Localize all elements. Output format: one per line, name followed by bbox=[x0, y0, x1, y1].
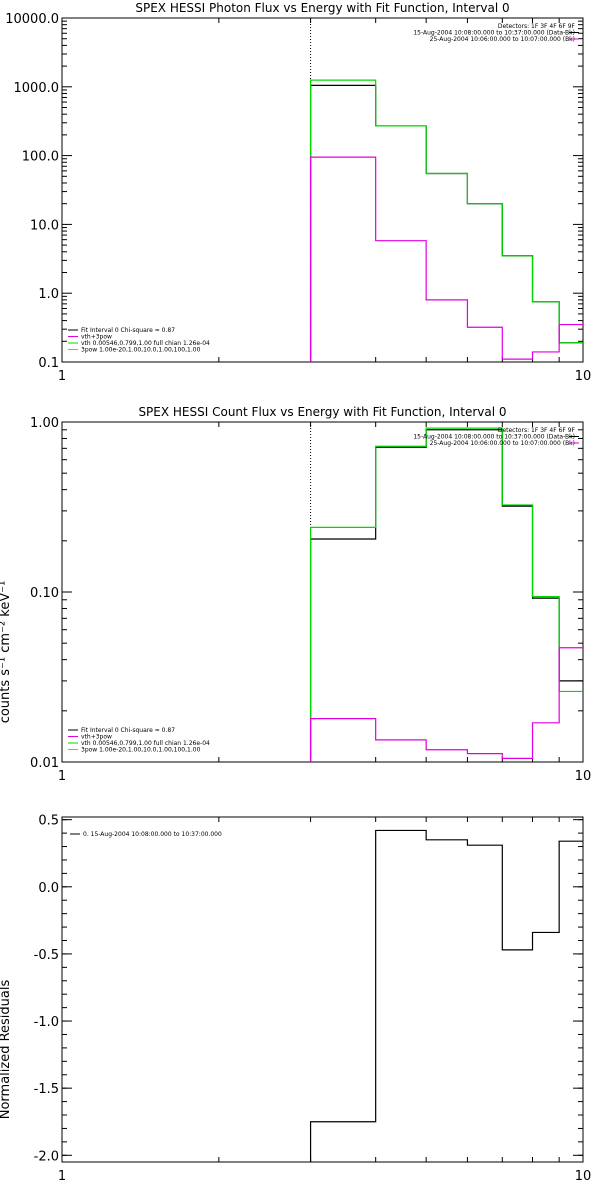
y-tick-label: 10000.0 bbox=[5, 12, 59, 27]
y-tick-label: 100.0 bbox=[22, 150, 59, 165]
legend-entry: 15-Aug-2004 10:08:00.000 to 10:37:00.000… bbox=[413, 30, 575, 37]
y-tick-label: -1.5 bbox=[34, 1082, 59, 1097]
y-tick-label: 1.0 bbox=[38, 287, 59, 302]
chart-panel-1: SPEX HESSI Photon Flux vs Energy with Fi… bbox=[5, 1, 591, 384]
chart-panel-2: SPEX HESSI Count Flux vs Energy with Fit… bbox=[0, 405, 591, 784]
legend-entry: Detectors: 1F 3F 4F 6F 9F bbox=[498, 23, 576, 30]
x-tick-label: 10 bbox=[575, 769, 592, 784]
legend-entry: 3pow 1.00e-20,1.00,10.0,1.00,100,1.00 bbox=[81, 347, 201, 354]
plot-frame bbox=[61, 816, 584, 1163]
series-magenta-step-line bbox=[309, 156, 583, 362]
y-tick-label: -0.5 bbox=[34, 948, 59, 963]
legend-entry: Fit Interval 0 Chi-square = 0.87 bbox=[81, 327, 175, 334]
plot-frame bbox=[61, 17, 584, 363]
y-tick-label: 0.01 bbox=[30, 756, 59, 771]
series-black-step-line bbox=[309, 829, 583, 1162]
y-tick-label: 0.10 bbox=[30, 586, 59, 601]
series-black-step-line bbox=[309, 429, 583, 762]
legend-entry: 25-Aug-2004 10:06:00.000 to 10:07:00.000… bbox=[430, 36, 575, 43]
legend-entry: 3pow 1.00e-20,1.00,10.0,1.00,100,1.00 bbox=[81, 747, 201, 754]
x-tick-label: 10 bbox=[575, 369, 592, 384]
legend-entry: vth+3pow bbox=[81, 734, 112, 741]
chart-panel-3: 0.5 0.0 -0.5 -1.0 -1.5 -2.0 1 10 Normalized Resi… bbox=[0, 814, 591, 1184]
x-tick-label: 1 bbox=[58, 1169, 66, 1184]
x-tick-label: 1 bbox=[58, 769, 66, 784]
x-tick-label: 1 bbox=[58, 369, 66, 384]
x-tick-label: 10 bbox=[575, 1169, 592, 1184]
y-tick-label: 10.0 bbox=[30, 218, 59, 233]
y-tick-label: 1000.0 bbox=[14, 81, 60, 96]
legend-entry: 25-Aug-2004 10:06:00.000 to 10:07:00.000… bbox=[430, 440, 575, 447]
y-tick-label: 0.1 bbox=[38, 356, 59, 371]
legend-entry: vth 0.00546,0.799,1.00 full chian 1.26e-… bbox=[81, 340, 210, 347]
chart-title: SPEX HESSI Count Flux vs Energy with Fit… bbox=[138, 405, 506, 419]
y-tick-label: 0.0 bbox=[38, 881, 59, 896]
y-tick-label: -2.0 bbox=[34, 1149, 59, 1164]
legend-entry: vth+3pow bbox=[81, 334, 112, 341]
legend-entry: 15-Aug-2004 10:08:00.000 to 10:37:00.000… bbox=[413, 434, 575, 441]
y-tick-label: -1.0 bbox=[34, 1015, 59, 1030]
plot-frame bbox=[61, 421, 584, 763]
series-magenta-step-line bbox=[309, 647, 583, 762]
y-axis-label: counts s⁻¹ cm⁻² keV⁻¹ bbox=[0, 581, 13, 724]
series-black-step-line bbox=[309, 84, 583, 362]
series-green-step-line bbox=[309, 427, 583, 762]
series-green-step-line bbox=[309, 79, 583, 362]
chart-title: SPEX HESSI Photon Flux vs Energy with Fi… bbox=[135, 1, 509, 15]
legend-entry: vth 0.00546,0.799,1.00 full chian 1.26e-… bbox=[81, 740, 210, 747]
y-tick-label: 1.00 bbox=[30, 416, 59, 431]
legend-entry: Detectors: 1F 3F 4F 6F 9F bbox=[498, 427, 576, 434]
y-axis-label: Normalized Residuals bbox=[0, 980, 13, 1120]
legend-entry: 0. 15-Aug-2004 10:08:00.000 to 10:37:00.… bbox=[83, 831, 222, 838]
y-tick-label: 0.5 bbox=[38, 814, 59, 829]
legend-entry: Fit Interval 0 Chi-square = 0.87 bbox=[81, 727, 175, 734]
